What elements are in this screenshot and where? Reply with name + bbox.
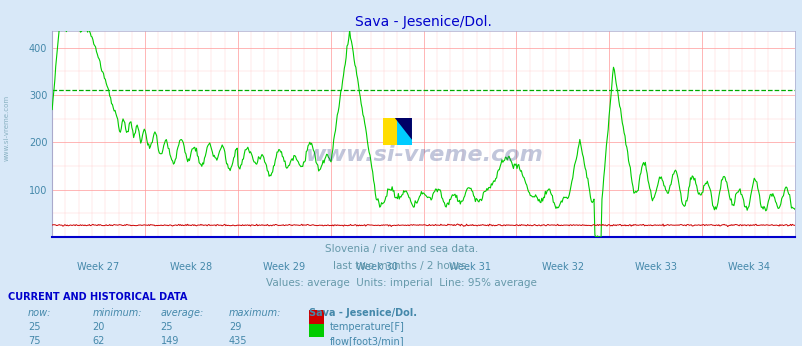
Text: last two months / 2 hours.: last two months / 2 hours. [333, 261, 469, 271]
Text: now:: now: [28, 308, 51, 318]
Text: 75: 75 [28, 336, 41, 346]
Text: Week 28: Week 28 [170, 262, 213, 272]
Title: Sava - Jesenice/Dol.: Sava - Jesenice/Dol. [354, 15, 492, 29]
Polygon shape [397, 118, 411, 145]
Text: Week 34: Week 34 [727, 262, 768, 272]
Text: www.si-vreme.com: www.si-vreme.com [304, 145, 542, 165]
Text: 29: 29 [229, 322, 241, 332]
Text: Week 30: Week 30 [356, 262, 398, 272]
Text: average:: average: [160, 308, 204, 318]
Text: maximum:: maximum: [229, 308, 281, 318]
Text: Week 31: Week 31 [448, 262, 490, 272]
Text: 20: 20 [92, 322, 104, 332]
Text: Week 33: Week 33 [634, 262, 676, 272]
Text: 149: 149 [160, 336, 179, 346]
Text: Week 29: Week 29 [263, 262, 305, 272]
Text: 25: 25 [160, 322, 173, 332]
Polygon shape [394, 118, 411, 140]
Text: CURRENT AND HISTORICAL DATA: CURRENT AND HISTORICAL DATA [8, 292, 187, 302]
Text: minimum:: minimum: [92, 308, 142, 318]
Text: Sava - Jesenice/Dol.: Sava - Jesenice/Dol. [309, 308, 416, 318]
Text: 62: 62 [92, 336, 104, 346]
Text: 25: 25 [28, 322, 41, 332]
Text: 435: 435 [229, 336, 247, 346]
Text: Week 32: Week 32 [541, 262, 583, 272]
Text: Week 27: Week 27 [78, 262, 119, 272]
Text: Slovenia / river and sea data.: Slovenia / river and sea data. [325, 244, 477, 254]
Text: temperature[F]: temperature[F] [330, 322, 404, 332]
Text: Values: average  Units: imperial  Line: 95% average: Values: average Units: imperial Line: 95… [265, 278, 537, 288]
Text: www.si-vreme.com: www.si-vreme.com [3, 95, 10, 161]
Text: flow[foot3/min]: flow[foot3/min] [330, 336, 404, 346]
